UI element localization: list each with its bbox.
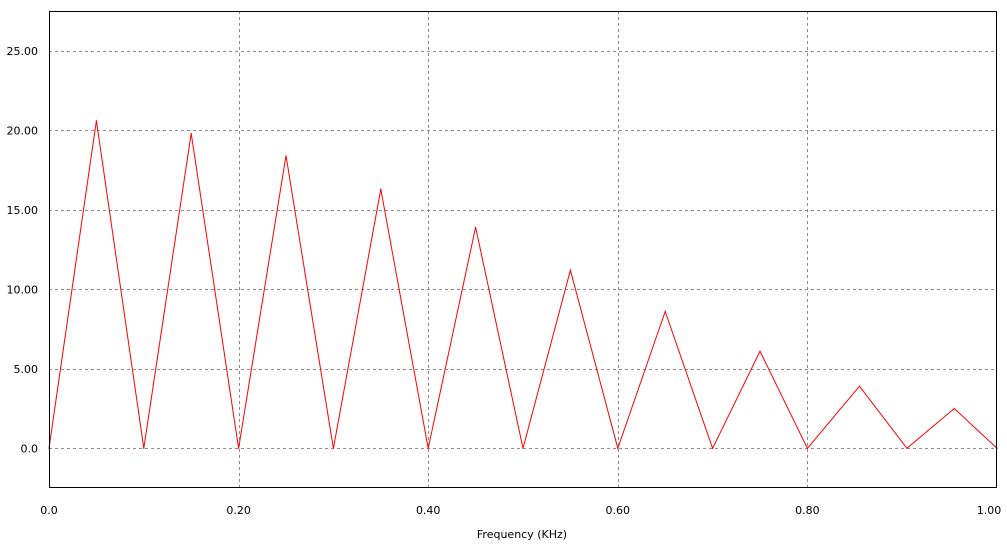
series-0-point-15 <box>759 350 761 352</box>
series-0-point-14 <box>712 447 714 449</box>
x-tick-label-1: 0.20 <box>226 504 251 517</box>
x-tick-label-4: 0.80 <box>795 504 820 517</box>
series-0-point-18 <box>906 447 908 449</box>
series-0-point-17 <box>858 385 861 387</box>
y-tick-label-4: 20.00 <box>7 124 39 137</box>
series-line-0 <box>48 120 998 451</box>
grid-lines <box>49 11 997 488</box>
y-tick-labels: 0.0 5.00 10.00 15.00 20.00 25.00 <box>7 45 39 456</box>
series-layer <box>48 120 998 451</box>
series-0-point-5 <box>285 155 287 157</box>
y-tick-label-2: 10.00 <box>7 283 39 296</box>
x-tick-label-2: 0.40 <box>416 504 441 517</box>
series-0-point-7 <box>380 188 382 190</box>
x-tick-labels: 0.0 0.20 0.40 0.60 0.80 1.00 <box>40 504 1001 517</box>
series-0-point-4 <box>238 447 240 449</box>
series-0-point-8 <box>427 447 429 449</box>
series-0-point-13 <box>664 310 666 313</box>
y-tick-label-1: 5.00 <box>14 363 39 376</box>
series-0-point-19 <box>953 407 955 410</box>
x-tick-label-0: 0.0 <box>40 504 58 517</box>
series-0-point-16 <box>806 447 809 449</box>
series-0-point-2 <box>143 447 145 449</box>
series-0-point-10 <box>522 447 524 449</box>
x-axis-label: Frequency (KHz) <box>477 528 567 541</box>
y-tick-label-5: 25.00 <box>7 45 39 58</box>
series-0-point-11 <box>569 269 572 271</box>
x-tick-label-5: 1.00 <box>977 504 1002 517</box>
series-0-point-1 <box>95 120 97 122</box>
series-0-point-9 <box>475 226 477 228</box>
x-tick-label-3: 0.60 <box>606 504 631 517</box>
series-0-point-3 <box>190 132 192 134</box>
y-tick-label-3: 15.00 <box>7 204 39 217</box>
plot-frame <box>49 11 997 488</box>
y-tick-label-0: 0.0 <box>21 442 39 455</box>
series-0-point-12 <box>617 447 619 449</box>
series-0-point-6 <box>332 447 334 449</box>
